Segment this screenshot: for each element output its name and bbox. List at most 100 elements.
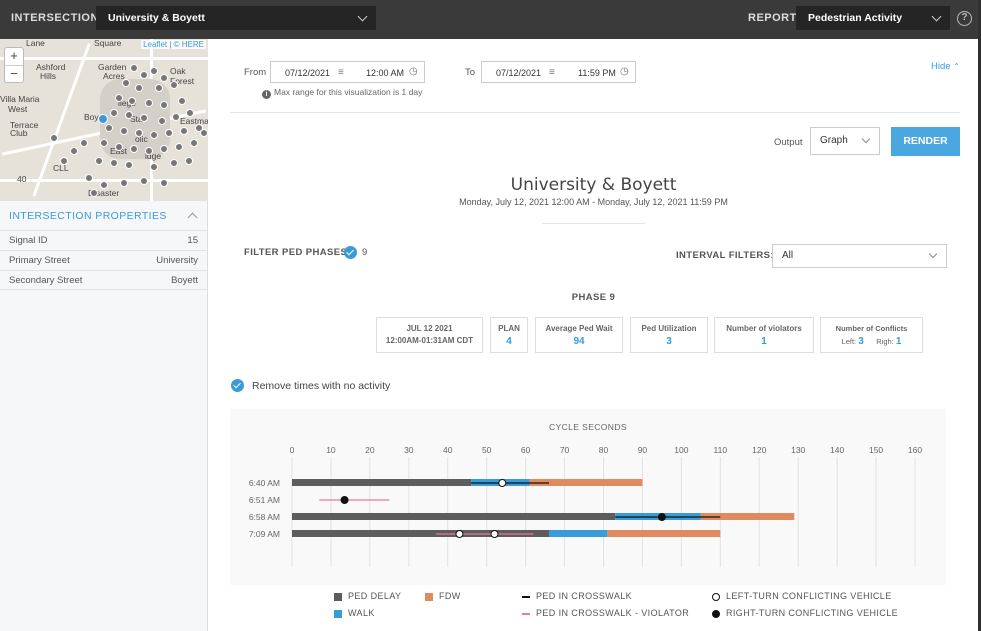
signal-marker[interactable] xyxy=(125,111,133,119)
signal-marker[interactable] xyxy=(155,84,163,92)
to-datetime-input[interactable]: 07/12/2021 ≡ 11:59 PM ◷ xyxy=(481,61,636,83)
zoom-out-button[interactable]: − xyxy=(5,65,23,82)
intersection-select[interactable]: University & Boyett xyxy=(96,6,376,30)
signal-marker[interactable] xyxy=(150,163,158,171)
signal-marker[interactable] xyxy=(120,127,128,135)
signal-marker[interactable] xyxy=(128,97,136,105)
signal-marker[interactable] xyxy=(150,67,158,75)
signal-marker[interactable] xyxy=(200,129,208,137)
signal-marker[interactable] xyxy=(60,157,68,165)
signal-marker[interactable] xyxy=(110,159,118,167)
calendar-icon[interactable]: ≡ xyxy=(338,67,344,78)
clock-icon[interactable]: ◷ xyxy=(620,66,629,77)
signal-marker[interactable] xyxy=(185,157,193,165)
signal-marker[interactable] xyxy=(180,127,188,135)
signal-marker[interactable] xyxy=(100,181,108,189)
ped-phase-checkbox[interactable] xyxy=(344,246,357,259)
signal-marker[interactable] xyxy=(115,94,123,102)
signal-marker[interactable] xyxy=(178,97,186,105)
stat-violators-label: Number of violators xyxy=(726,324,802,333)
fdw-bar xyxy=(700,513,795,520)
remove-no-activity-checkbox[interactable] xyxy=(231,379,244,392)
stat-date-range: JUL 12 2021 12:00AM-01:31AM CDT xyxy=(376,317,483,353)
clock-icon[interactable]: ◷ xyxy=(409,66,418,77)
signal-marker[interactable] xyxy=(140,177,148,185)
map-attribution[interactable]: Leaflet | © HERE xyxy=(141,40,206,49)
legend-label: RIGHT-TURN CONFLICTING VEHICLE xyxy=(726,608,899,618)
legend-label: PED DELAY xyxy=(348,591,402,601)
output-select-value: Graph xyxy=(820,135,848,146)
signal-marker[interactable] xyxy=(130,145,138,153)
signal-marker[interactable] xyxy=(105,124,113,132)
selected-signal-marker[interactable] xyxy=(98,114,108,124)
signal-marker[interactable] xyxy=(120,179,128,187)
output-label: Output xyxy=(774,137,803,148)
help-icon[interactable]: ? xyxy=(957,11,972,26)
signal-marker[interactable] xyxy=(175,143,183,151)
intersection-properties-header[interactable]: INTERSECTION PROPERTIES xyxy=(0,205,208,227)
signal-marker[interactable] xyxy=(165,129,173,137)
intersection-map[interactable]: + − Leaflet | © HERE Lane Square Ashford Hi… xyxy=(0,39,208,201)
stat-plan: PLAN 4 xyxy=(490,317,528,353)
signal-marker[interactable] xyxy=(135,84,143,92)
conflicts-left-label: Left: xyxy=(841,337,857,346)
to-date-value: 07/12/2021 xyxy=(496,68,542,78)
signal-marker[interactable] xyxy=(70,147,78,155)
signal-marker[interactable] xyxy=(50,134,58,142)
signal-marker[interactable] xyxy=(145,147,153,155)
property-row: Signal ID 15 xyxy=(0,230,208,250)
output-select[interactable]: Graph xyxy=(810,127,880,155)
report-select[interactable]: Pedestrian Activity xyxy=(796,6,950,30)
signal-marker[interactable] xyxy=(140,114,148,122)
signal-marker[interactable] xyxy=(90,189,98,197)
map-place-label: Lane xyxy=(26,39,45,48)
signal-marker[interactable] xyxy=(158,117,166,125)
x-tick-label: 40 xyxy=(443,445,453,455)
conflicts-left-value: 3 xyxy=(858,336,864,347)
hide-filters-link[interactable]: Hide ⌃ xyxy=(931,61,960,72)
map-place-label: Eastma xyxy=(180,116,208,126)
map-place-label: East xyxy=(110,146,128,156)
signal-marker[interactable] xyxy=(160,101,168,109)
chevron-up-icon[interactable] xyxy=(187,212,198,223)
x-tick-label: 130 xyxy=(791,445,805,455)
signal-marker[interactable] xyxy=(150,131,158,139)
signal-marker[interactable] xyxy=(130,64,138,72)
signal-marker[interactable] xyxy=(122,79,130,87)
signal-marker[interactable] xyxy=(95,157,103,165)
property-row: Secondary Street Boyett xyxy=(0,270,208,290)
chevron-down-icon xyxy=(861,134,871,144)
signal-marker[interactable] xyxy=(160,145,168,153)
property-key: Secondary Street xyxy=(9,275,83,286)
cycle-chart: CYCLE SECONDS 0 10 20 30 40 50 60 70 80 90 100 110 12… xyxy=(230,409,946,585)
signal-marker[interactable] xyxy=(160,74,168,82)
render-button[interactable]: RENDER xyxy=(891,127,960,156)
signal-marker[interactable] xyxy=(85,174,93,182)
signal-marker[interactable] xyxy=(195,124,203,132)
calendar-icon[interactable]: ≡ xyxy=(549,67,555,78)
interval-filters-label: INTERVAL FILTERS: xyxy=(676,250,774,261)
signal-marker[interactable] xyxy=(172,113,180,121)
signal-marker[interactable] xyxy=(145,99,153,107)
signal-marker[interactable] xyxy=(160,179,168,187)
from-datetime-input[interactable]: 07/12/2021 ≡ 12:00 AM ◷ xyxy=(270,61,425,83)
cycle-chart-svg: CYCLE SECONDS 0 10 20 30 40 50 60 70 80 90 100 110 12… xyxy=(249,422,922,567)
property-value: 15 xyxy=(187,235,198,246)
report-select-value: Pedestrian Activity xyxy=(808,12,903,24)
signal-marker[interactable] xyxy=(100,139,108,147)
signal-marker[interactable] xyxy=(170,159,178,167)
signal-marker[interactable] xyxy=(115,143,123,151)
interval-filter-select[interactable]: All xyxy=(772,244,947,268)
signal-marker[interactable] xyxy=(110,109,118,117)
signal-marker[interactable] xyxy=(140,71,148,79)
stat-ped-utilization: Ped Utilization 3 xyxy=(630,317,708,353)
signal-marker[interactable] xyxy=(125,161,133,169)
signal-marker[interactable] xyxy=(190,139,198,147)
signal-marker[interactable] xyxy=(170,81,178,89)
zoom-in-button[interactable]: + xyxy=(10,48,18,63)
map-place-label: Terrace xyxy=(10,120,39,130)
signal-marker[interactable] xyxy=(186,109,194,117)
conflicts-right-label: Righ: xyxy=(876,337,894,346)
signal-marker[interactable] xyxy=(80,139,88,147)
signal-marker[interactable] xyxy=(135,129,143,137)
